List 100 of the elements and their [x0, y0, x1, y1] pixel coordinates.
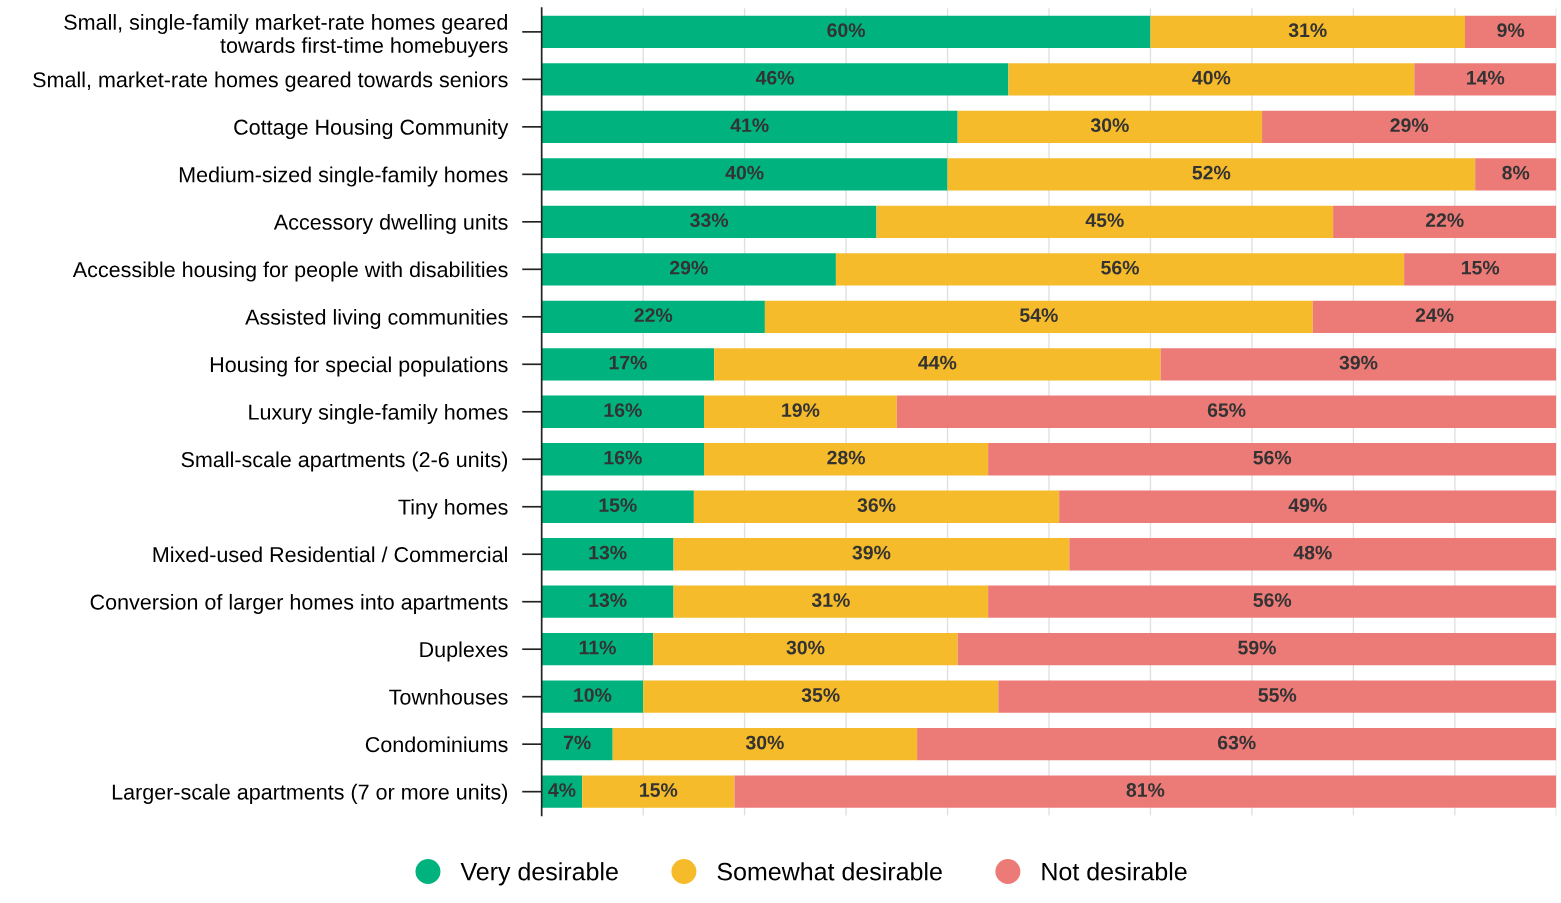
data-label: 54%	[1019, 308, 1058, 323]
bar	[541, 728, 613, 761]
data-label: 36%	[857, 498, 896, 512]
bar	[541, 63, 1009, 96]
bar	[734, 775, 1557, 808]
data-label: 11%	[579, 640, 616, 655]
bar	[1475, 158, 1557, 191]
bar	[947, 158, 1476, 191]
data-label: 33%	[690, 213, 729, 228]
bar	[541, 205, 877, 238]
bar	[988, 585, 1557, 618]
y-tick-label: Accessory dwelling units	[273, 214, 508, 235]
legend-label: Somewhat desirable	[717, 862, 942, 881]
data-label: 16%	[604, 403, 642, 417]
legend-label: Not desirable	[1042, 862, 1187, 881]
bar	[957, 110, 1263, 143]
data-label: 8%	[1502, 165, 1530, 180]
data-label: 22%	[1425, 213, 1464, 227]
data-label: 7%	[563, 735, 591, 750]
bar	[693, 490, 1060, 523]
data-label: 22%	[634, 308, 673, 322]
y-tick-label: Larger-scale apartments (7 or more units)	[112, 783, 508, 804]
data-label: 56%	[1253, 593, 1292, 607]
bar	[541, 158, 948, 191]
y-tick-label: Medium-sized single-family homes	[179, 166, 508, 187]
bar	[541, 680, 644, 713]
data-label: 39%	[1339, 355, 1378, 370]
data-label: 13%	[589, 593, 627, 607]
data-label: 30%	[745, 735, 784, 750]
data-label: 15%	[599, 498, 637, 512]
data-label: 65%	[1207, 403, 1246, 417]
bar	[541, 300, 765, 333]
data-label: 4%	[548, 783, 576, 797]
y-tick-label: Small-scale apartments (2-6 units)	[181, 451, 508, 472]
y-tick-label: Duplexes	[420, 641, 508, 662]
data-label: 24%	[1415, 308, 1454, 322]
bar	[835, 253, 1405, 286]
data-label: 46%	[755, 70, 794, 85]
data-label: 14%	[1467, 70, 1505, 85]
bar	[541, 585, 674, 618]
bar	[876, 205, 1334, 238]
data-label: 28%	[827, 450, 866, 465]
y-tick-label: Mixed-used Residential / Commercial	[153, 546, 507, 563]
data-label: 41%	[730, 118, 769, 133]
y-tick-label: Assisted living communities	[245, 308, 508, 330]
bar	[1262, 110, 1557, 143]
bar	[541, 253, 836, 286]
y-tick-label: Housing for special populations	[210, 356, 508, 377]
bar	[896, 395, 1557, 428]
data-label: 30%	[1090, 118, 1129, 133]
data-label: 55%	[1258, 688, 1297, 702]
bar	[988, 443, 1557, 476]
bar	[998, 680, 1557, 713]
data-label: 63%	[1217, 735, 1256, 750]
y-tick-label: Condominiums	[365, 736, 508, 753]
bar	[541, 490, 694, 523]
bar	[541, 395, 705, 428]
data-label: 10%	[574, 688, 612, 702]
data-label: 49%	[1288, 498, 1327, 512]
data-label: 15%	[1461, 260, 1500, 275]
y-tick-label: Accessible housing for people with disabilities	[72, 261, 508, 282]
data-label: 30%	[786, 640, 825, 655]
data-label: 40%	[1192, 70, 1231, 85]
data-label: 52%	[1192, 165, 1231, 180]
bar	[541, 348, 715, 381]
data-label: 9%	[1497, 23, 1525, 38]
data-label: 48%	[1293, 545, 1332, 560]
y-tick-label: Conversion of larger homes into apartments	[90, 593, 508, 614]
bar	[541, 538, 674, 571]
bar	[917, 728, 1557, 761]
data-label: 56%	[1253, 450, 1292, 465]
data-label: 40%	[725, 165, 764, 180]
data-label: 81%	[1126, 783, 1165, 797]
data-label: 29%	[670, 260, 708, 275]
bar	[714, 348, 1161, 381]
bar	[673, 585, 989, 618]
data-label: 29%	[1390, 118, 1429, 133]
bar	[1312, 300, 1557, 333]
data-label: 35%	[801, 688, 840, 702]
y-tick-label: Townhouses	[389, 688, 508, 705]
bar	[1008, 63, 1415, 96]
data-label: 44%	[918, 355, 957, 370]
data-label: 31%	[811, 593, 850, 607]
data-label: 16%	[604, 450, 642, 465]
bar	[541, 110, 958, 143]
bar	[1414, 63, 1557, 96]
bar	[1333, 205, 1557, 238]
data-label: 45%	[1085, 213, 1124, 228]
bar	[1150, 15, 1465, 49]
data-label: 19%	[782, 403, 820, 417]
bar	[1059, 490, 1557, 523]
bar	[1160, 348, 1557, 381]
bar	[612, 728, 918, 761]
legend-label: Very desirable	[460, 862, 618, 886]
data-label: 59%	[1238, 640, 1276, 655]
bar	[1465, 15, 1557, 49]
y-tick-label: Luxury single-family homes	[249, 403, 508, 425]
data-label: 39%	[852, 545, 891, 560]
bar	[1069, 538, 1557, 571]
bar	[541, 443, 705, 476]
